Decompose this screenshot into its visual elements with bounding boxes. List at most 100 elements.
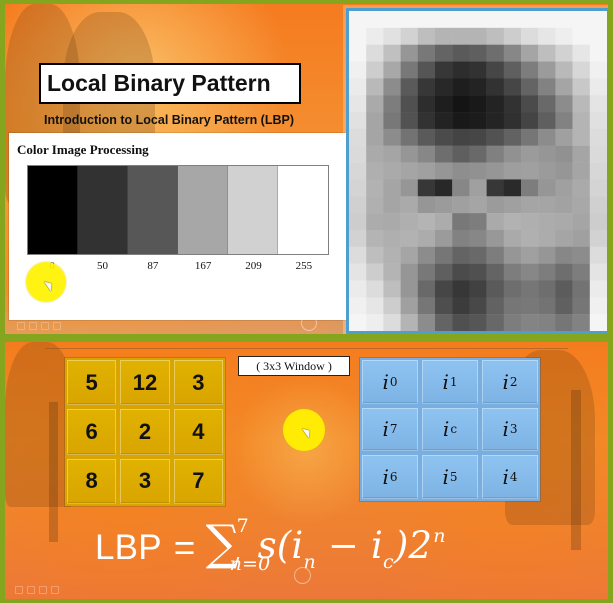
portrait-pixel-r7-c2: [383, 128, 401, 146]
portrait-pixel-r10-c12: [555, 179, 573, 197]
portrait-pixel-r15-c9: [503, 263, 522, 281]
pixel-portrait: [349, 11, 607, 331]
portrait-pixel-r8-c11: [538, 145, 556, 163]
gray-swatch-167: [178, 166, 228, 254]
portrait-pixel-r0-c12: [555, 11, 573, 29]
portrait-pixel-r10-c14: [589, 179, 607, 197]
portrait-pixel-r18-c0: [349, 314, 367, 331]
portrait-pixel-r12-c5: [435, 213, 453, 231]
portrait-pixel-r12-c10: [521, 213, 539, 231]
gray-value-209: 209: [245, 260, 262, 272]
portrait-pixel-r2-c2: [383, 44, 401, 62]
portrait-pixel-r13-c12: [555, 229, 573, 247]
index-base-r1-c2: i: [502, 417, 509, 442]
portrait-pixel-r11-c4: [417, 196, 436, 214]
index-base-r1-c0: i: [382, 417, 389, 442]
portrait-pixel-r11-c9: [503, 196, 522, 214]
portrait-pixel-r13-c14: [589, 229, 607, 247]
portrait-pixel-r7-c12: [555, 128, 573, 146]
portrait-pixel-r16-c12: [555, 280, 573, 298]
portrait-pixel-r6-c8: [486, 112, 504, 130]
portrait-pixel-r6-c9: [503, 112, 522, 130]
portrait-pixel-r5-c6: [452, 95, 470, 113]
portrait-pixel-r6-c11: [538, 112, 556, 130]
portrait-pixel-r11-c1: [366, 196, 384, 214]
portrait-pixel-r1-c4: [417, 27, 436, 45]
portrait-pixel-r5-c7: [469, 95, 487, 113]
index-subscript-r2-c2: 4: [509, 470, 518, 485]
index-base-r2-c1: i: [442, 465, 449, 490]
portrait-pixel-r2-c7: [469, 44, 487, 62]
gray-value-255: 255: [295, 260, 313, 272]
portrait-pixel-r6-c2: [383, 112, 401, 130]
portrait-pixel-r6-c1: [366, 112, 384, 130]
portrait-pixel-r14-c6: [452, 246, 470, 264]
index-subscript-r2-c1: 5: [449, 470, 458, 485]
portrait-pixel-r8-c10: [521, 145, 539, 163]
index-subscript-r0-c0: 0: [389, 374, 398, 389]
portrait-pixel-r13-c0: [349, 229, 367, 247]
portrait-pixel-r11-c12: [555, 196, 573, 214]
portrait-pixel-r7-c8: [486, 128, 504, 146]
portrait-pixel-r4-c13: [572, 78, 590, 96]
portrait-pixel-r13-c4: [417, 229, 436, 247]
index-subscript-r1-c0: 7: [389, 422, 398, 437]
portrait-pixel-r4-c14: [589, 78, 607, 96]
gray-value-87: 87: [147, 260, 159, 272]
portrait-pixel-r9-c4: [417, 162, 436, 180]
portrait-pixel-r15-c8: [486, 263, 504, 281]
portrait-pixel-r17-c2: [383, 297, 401, 315]
portrait-pixel-r9-c6: [452, 162, 470, 180]
portrait-pixel-r0-c10: [521, 11, 539, 29]
portrait-pixel-r1-c6: [452, 27, 470, 45]
gray-swatch-255: [278, 166, 328, 254]
portrait-pixel-r0-c3: [400, 11, 418, 29]
bottom-toolbar-icon-2: [27, 586, 35, 594]
portrait-pixel-r0-c0: [349, 11, 367, 29]
portrait-pixel-r3-c14: [589, 61, 607, 79]
portrait-pixel-r3-c8: [486, 61, 504, 79]
portrait-pixel-r4-c6: [452, 78, 470, 96]
portrait-pixel-r17-c12: [555, 297, 573, 315]
portrait-pixel-r9-c13: [572, 162, 590, 180]
summation-block: ∑ 7 n=0: [206, 517, 271, 578]
portrait-pixel-r17-c3: [400, 297, 418, 315]
portrait-pixel-r13-c3: [400, 229, 418, 247]
portrait-pixel-r4-c5: [435, 78, 453, 96]
portrait-pixel-r11-c14: [589, 196, 607, 214]
top-toolbar-icon-3: [41, 322, 49, 330]
portrait-pixel-r17-c10: [521, 297, 539, 315]
pixel-value-grid: 5 12 3 6 2 4 8 3 7: [65, 358, 225, 506]
portrait-pixel-r7-c11: [538, 128, 556, 146]
portrait-pixel-r1-c11: [538, 27, 556, 45]
portrait-pixel-r18-c14: [589, 314, 607, 331]
portrait-pixel-r0-c6: [452, 11, 470, 29]
window-caption: ( 3x3 Window ): [238, 356, 350, 376]
portrait-pixel-r16-c1: [366, 280, 384, 298]
portrait-pixel-r16-c4: [417, 280, 436, 298]
portrait-pixel-r8-c4: [417, 145, 436, 163]
portrait-pixel-r3-c6: [452, 61, 470, 79]
portrait-pixel-r14-c7: [469, 246, 487, 264]
portrait-pixel-r14-c10: [521, 246, 539, 264]
portrait-pixel-r2-c6: [452, 44, 470, 62]
top-slide: Local Binary Pattern Introduction to Loc…: [5, 4, 608, 334]
portrait-pixel-r12-c3: [400, 213, 418, 231]
portrait-pixel-r5-c2: [383, 95, 401, 113]
portrait-pixel-r6-c10: [521, 112, 539, 130]
portrait-pixel-r8-c3: [400, 145, 418, 163]
portrait-pixel-r18-c2: [383, 314, 401, 331]
portrait-pixel-r7-c0: [349, 128, 367, 146]
portrait-pixel-r17-c8: [486, 297, 504, 315]
portrait-pixel-r0-c5: [435, 11, 453, 29]
index-base-r2-c0: i: [382, 465, 389, 490]
page-title: Local Binary Pattern: [47, 70, 271, 96]
portrait-pixel-r7-c14: [589, 128, 607, 146]
top-toolbar-icon-1: [17, 322, 25, 330]
pixel-cell-r1-c1: 2: [120, 409, 170, 455]
portrait-pixel-r8-c6: [452, 145, 470, 163]
portrait-pixel-r18-c4: [417, 314, 436, 331]
